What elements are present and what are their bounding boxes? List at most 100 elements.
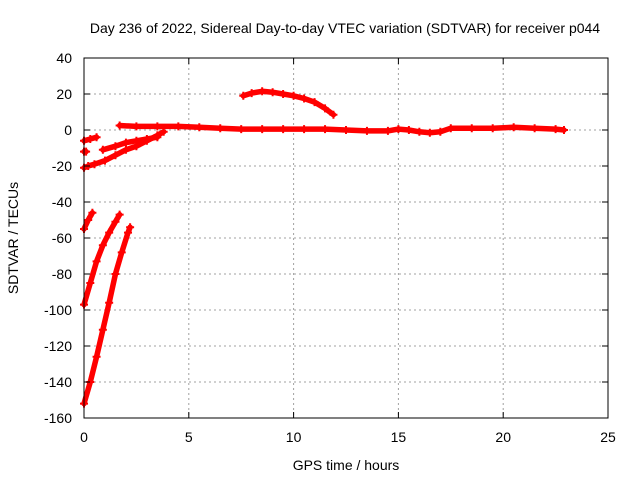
data-point [124,228,133,237]
data-point [111,151,120,160]
data-point [153,122,162,131]
data-point [92,257,101,266]
data-point [279,90,288,98]
data-point [98,145,107,154]
data-point [509,123,518,132]
data-point [126,223,135,232]
data-point [467,124,476,133]
data-point [329,110,338,119]
data-point [142,135,151,143]
data-point [98,241,107,250]
data-point [82,147,91,156]
data-point [258,87,267,96]
data-point [92,352,101,361]
y-tick-label: 20 [56,86,72,102]
y-tick-label: 40 [56,50,72,66]
data-series [80,87,568,408]
data-point [86,279,95,287]
series-arc-short-a [80,133,101,145]
y-tick-label: -20 [52,158,72,174]
y-tick-label: -80 [52,266,72,282]
data-point [121,145,130,154]
series-arc-positive-hump [239,87,338,119]
chart-title: Day 236 of 2022, Sidereal Day-to-day VTE… [90,20,600,36]
y-tick-label: -160 [44,410,72,426]
data-point [321,125,330,134]
x-tick-label: 5 [185,429,193,445]
series-arc-steep-a [80,208,97,233]
y-tick-label: -60 [52,230,72,246]
data-point [115,210,124,219]
data-point [488,124,497,133]
data-point [100,156,109,165]
series-arc-main-zero [115,121,568,137]
data-point [289,91,298,100]
series-line [116,122,567,136]
data-point [132,136,141,145]
data-point [159,127,168,136]
series-arc-short-b [80,147,91,156]
grid-lines [84,58,608,418]
data-point [237,125,246,134]
axis-ticks: 0 5 10 15 20 25 -160 -140 -120 -100 -80 -60 -40 -20 0 2… [44,50,616,445]
data-point [117,248,126,257]
series-arc-steep-b [80,210,124,309]
y-tick-label: -40 [52,194,72,210]
data-point [268,88,277,97]
x-tick-label: 10 [286,429,302,445]
x-tick-label: 0 [80,429,88,445]
data-point [362,126,371,135]
data-point [446,124,455,133]
data-point [216,124,225,133]
data-point [551,125,560,134]
data-point [247,89,256,98]
data-point [132,122,141,131]
data-point [195,123,204,132]
data-point [111,270,120,278]
series-arc-rising-b [98,133,162,154]
data-point [425,128,434,137]
data-point [111,217,120,226]
series-line [81,224,133,407]
data-point [121,138,130,147]
x-tick-label: 25 [600,429,616,445]
data-point [174,122,183,131]
series-line [240,88,337,118]
data-point [153,133,162,142]
data-point [559,126,568,134]
y-tick-label: -120 [44,338,72,354]
series-arc-steep-c [80,223,135,408]
data-point [92,133,101,142]
data-point [84,216,93,224]
data-point [530,124,539,133]
data-point [342,126,350,134]
data-point [111,142,120,151]
data-point [300,125,309,134]
data-point [239,91,248,100]
data-point [436,127,445,136]
y-axis-label: SDTVAR / TECUs [5,182,21,294]
data-point [88,208,97,217]
data-point [90,160,99,169]
y-tick-label: 0 [64,122,72,138]
data-point [383,126,392,135]
data-point [321,104,330,113]
data-point [404,126,413,134]
data-point [415,127,424,136]
data-point [258,125,267,134]
data-point [279,125,288,134]
data-point [86,135,95,143]
data-point [115,121,124,130]
data-point [98,325,107,334]
y-tick-label: -140 [44,374,72,390]
data-point [310,98,319,107]
data-point [105,228,114,237]
x-tick-label: 15 [391,429,407,445]
series-arc-rising-a [80,127,168,172]
x-tick-label: 20 [495,429,511,445]
y-tick-label: -100 [44,302,72,318]
data-point [394,125,403,134]
data-point [300,94,309,103]
data-point [105,298,114,307]
